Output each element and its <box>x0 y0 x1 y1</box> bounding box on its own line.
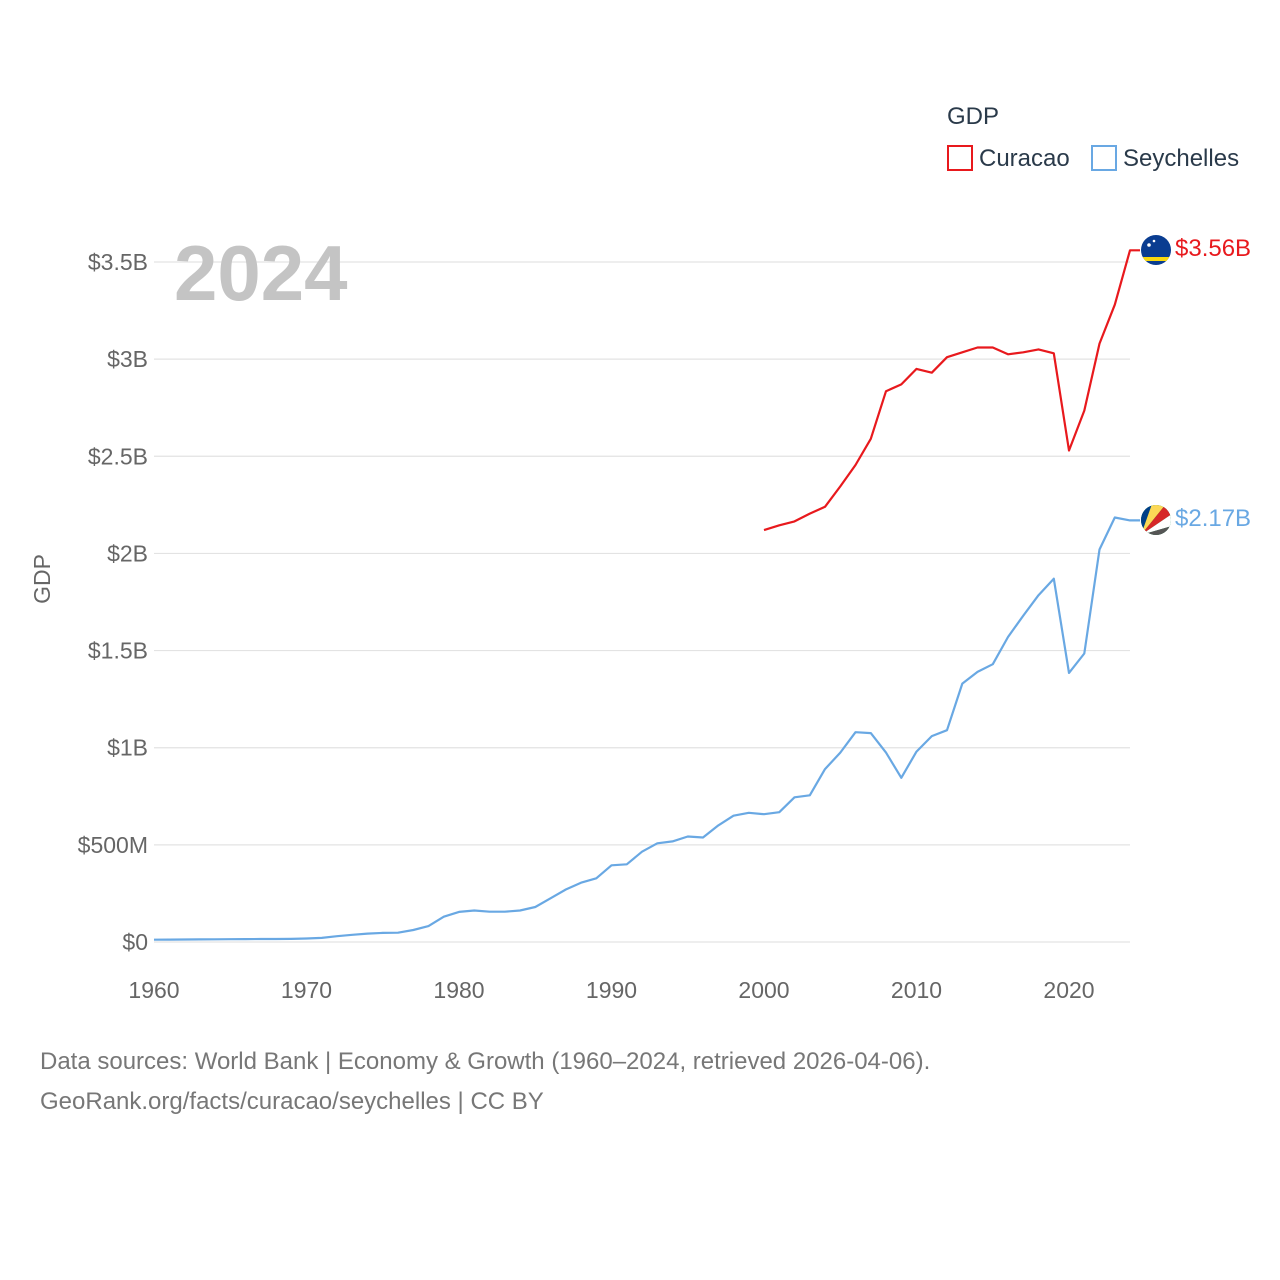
chart-title-year: 2024 <box>174 229 348 317</box>
series-line-seychelles <box>153 516 1140 941</box>
y-axis-ticks: $0 $500M $1B $1.5B $2B $2.5B $3B $3.5B <box>78 249 148 955</box>
data-sources-text: Data sources: World Bank | Economy & Gro… <box>40 1048 931 1075</box>
curacao-flag-icon <box>1141 235 1171 265</box>
x-tick-label: 1960 <box>128 977 179 1003</box>
y-tick-label: $3.5B <box>88 249 148 275</box>
legend-label-seychelles[interactable]: Seychelles <box>1123 145 1239 172</box>
gdp-line-chart: $0 $500M $1B $1.5B $2B $2.5B $3B $3.5B 1960 1970… <box>29 103 1251 1003</box>
y-tick-label: $0 <box>122 929 148 955</box>
x-tick-label: 1970 <box>281 977 332 1003</box>
y-tick-label: $3B <box>107 346 148 372</box>
x-tick-label: 2000 <box>738 977 789 1003</box>
curacao-end-value-label: $3.56B <box>1175 235 1251 262</box>
y-axis-label: GDP <box>29 554 55 604</box>
legend: GDP Curacao Seychelles <box>947 103 1239 172</box>
data-sources-footer: Data sources: World Bank | Economy & Gro… <box>40 1042 930 1122</box>
seychelles-flag-icon <box>1141 505 1171 535</box>
x-tick-label: 2010 <box>891 977 942 1003</box>
y-tick-label: $1B <box>107 735 148 761</box>
series-lines <box>153 249 1140 941</box>
x-axis-ticks: 1960 1970 1980 1990 2000 2010 2020 <box>128 977 1094 1003</box>
seychelles-end-value-label: $2.17B <box>1175 505 1251 532</box>
x-tick-label: 1990 <box>586 977 637 1003</box>
y-tick-label: $500M <box>78 832 148 858</box>
y-tick-label: $1.5B <box>88 638 148 664</box>
series-line-curacao <box>763 249 1140 532</box>
y-tick-label: $2.5B <box>88 443 148 469</box>
legend-swatch-seychelles[interactable] <box>1091 145 1117 171</box>
legend-title: GDP <box>947 103 999 130</box>
source-link[interactable]: GeoRank.org/facts/curacao/seychelles | C… <box>40 1088 544 1115</box>
x-tick-label: 1980 <box>433 977 484 1003</box>
x-tick-label: 2020 <box>1043 977 1094 1003</box>
legend-swatch-curacao[interactable] <box>947 145 973 171</box>
legend-label-curacao[interactable]: Curacao <box>979 145 1070 172</box>
y-tick-label: $2B <box>107 540 148 566</box>
grid-lines <box>154 261 1130 943</box>
